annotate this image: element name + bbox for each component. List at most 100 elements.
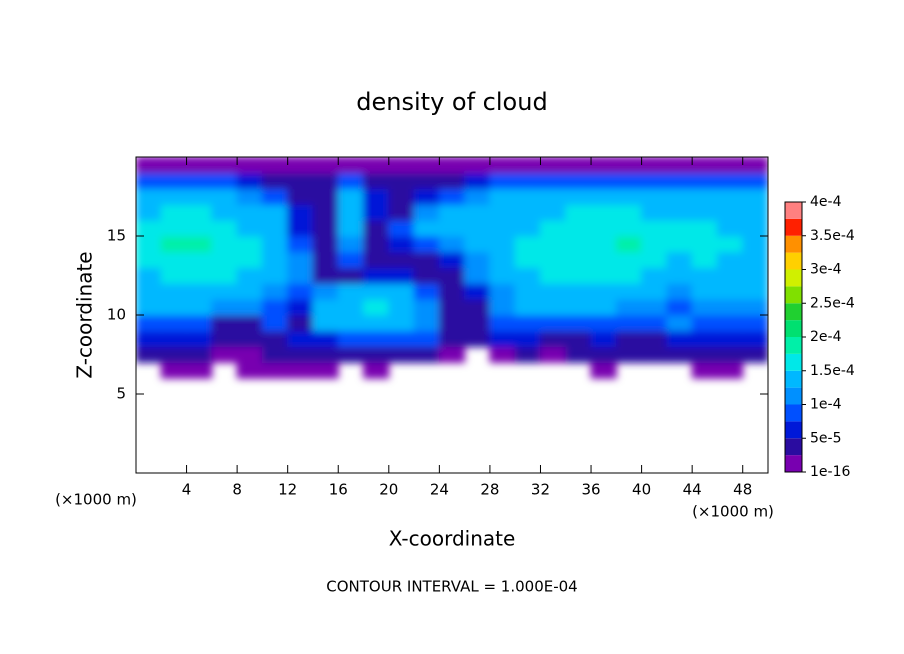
field-cell (388, 251, 415, 269)
field-cell (186, 251, 213, 269)
field-cell (261, 172, 289, 190)
field-cell (211, 172, 238, 190)
field-cells (136, 157, 768, 379)
field-cell (691, 188, 718, 205)
y-axis-label: Z-coordinate (73, 251, 97, 378)
field-cell (489, 330, 516, 348)
field-cell (742, 314, 768, 332)
field-cell (742, 282, 768, 300)
field-cell (590, 172, 617, 190)
field-cell (489, 172, 516, 190)
field-cell (413, 346, 440, 363)
field-cell (464, 298, 491, 316)
field-cell (464, 314, 491, 332)
field-cell (236, 251, 263, 269)
field-cell (312, 235, 339, 253)
field-cell (136, 314, 162, 332)
field-cell (337, 219, 365, 237)
field-cell (565, 346, 592, 363)
colorbar-band (785, 421, 802, 439)
field-cell (565, 172, 592, 190)
field-cell (136, 346, 162, 363)
field-cell (211, 157, 238, 174)
field-cell (413, 203, 440, 221)
x-unit-left: (×1000 m) (55, 491, 137, 509)
field-cell (363, 298, 390, 316)
field-cell (590, 314, 617, 332)
field-cell (615, 346, 643, 363)
field-cell (236, 314, 263, 332)
field-cell (261, 251, 289, 269)
field-cell (236, 188, 263, 205)
field-cell (211, 282, 238, 300)
field-cell (160, 203, 188, 221)
field-cell (287, 251, 314, 269)
field-cell (716, 219, 744, 237)
field-cell (312, 346, 339, 363)
field-cell (691, 157, 718, 174)
field-cell (312, 157, 339, 174)
field-cell (742, 188, 768, 205)
field-cell (590, 361, 617, 379)
field-cell (691, 203, 718, 221)
field-cell (236, 361, 263, 379)
y-tick-label: 15 (107, 227, 126, 245)
field-cell (489, 219, 516, 237)
field-cell (590, 267, 617, 284)
field-cell (641, 346, 668, 363)
field-cell (615, 267, 643, 284)
field-cell (641, 282, 668, 300)
field-cell (641, 251, 668, 269)
field-cell (539, 203, 567, 221)
field-cell (261, 282, 289, 300)
chart-title: density of cloud (356, 88, 547, 116)
x-tick-label: 4 (182, 481, 192, 499)
field-cell (413, 219, 440, 237)
field-cell (236, 219, 263, 237)
field-cell (565, 251, 592, 269)
colorbar-tick-label: 4e-4 (810, 194, 842, 210)
field-cell (615, 282, 643, 300)
field-cell (363, 267, 390, 284)
field-cell (160, 235, 188, 253)
field-cell (312, 267, 339, 284)
field-cell (489, 314, 516, 332)
field-cell (666, 282, 693, 300)
field-cell (136, 267, 162, 284)
field-cell (363, 346, 390, 363)
field-cell (236, 235, 263, 253)
field-cell (186, 203, 213, 221)
field-cell (615, 219, 643, 237)
field-cell (489, 298, 516, 316)
field-cell (615, 298, 643, 316)
field-cell (514, 188, 541, 205)
field-cell (590, 219, 617, 237)
field-cell (388, 172, 415, 190)
field-cell (539, 346, 567, 363)
field-cell (413, 330, 440, 348)
colorbar-tick-label: 1e-16 (810, 464, 850, 480)
field-cell (236, 267, 263, 284)
field-cell (641, 314, 668, 332)
field-cell (363, 203, 390, 221)
field-cell (438, 298, 466, 316)
colorbar-band (785, 320, 802, 337)
field-cell (261, 203, 289, 221)
field-cell (337, 267, 365, 284)
field-cell (615, 188, 643, 205)
field-cell (514, 298, 541, 316)
field-cell (716, 298, 744, 316)
colorbar-tick-label: 3e-4 (810, 262, 842, 278)
field-cell (186, 298, 213, 316)
field-cell (666, 267, 693, 284)
field-cell (337, 282, 365, 300)
field-cell (438, 235, 466, 253)
field-cell (565, 267, 592, 284)
field-cell (136, 188, 162, 205)
field-cell (438, 251, 466, 269)
field-cell (438, 157, 466, 174)
field-cell (413, 314, 440, 332)
field-cell (211, 267, 238, 284)
field-cell (514, 267, 541, 284)
field-cell (413, 282, 440, 300)
